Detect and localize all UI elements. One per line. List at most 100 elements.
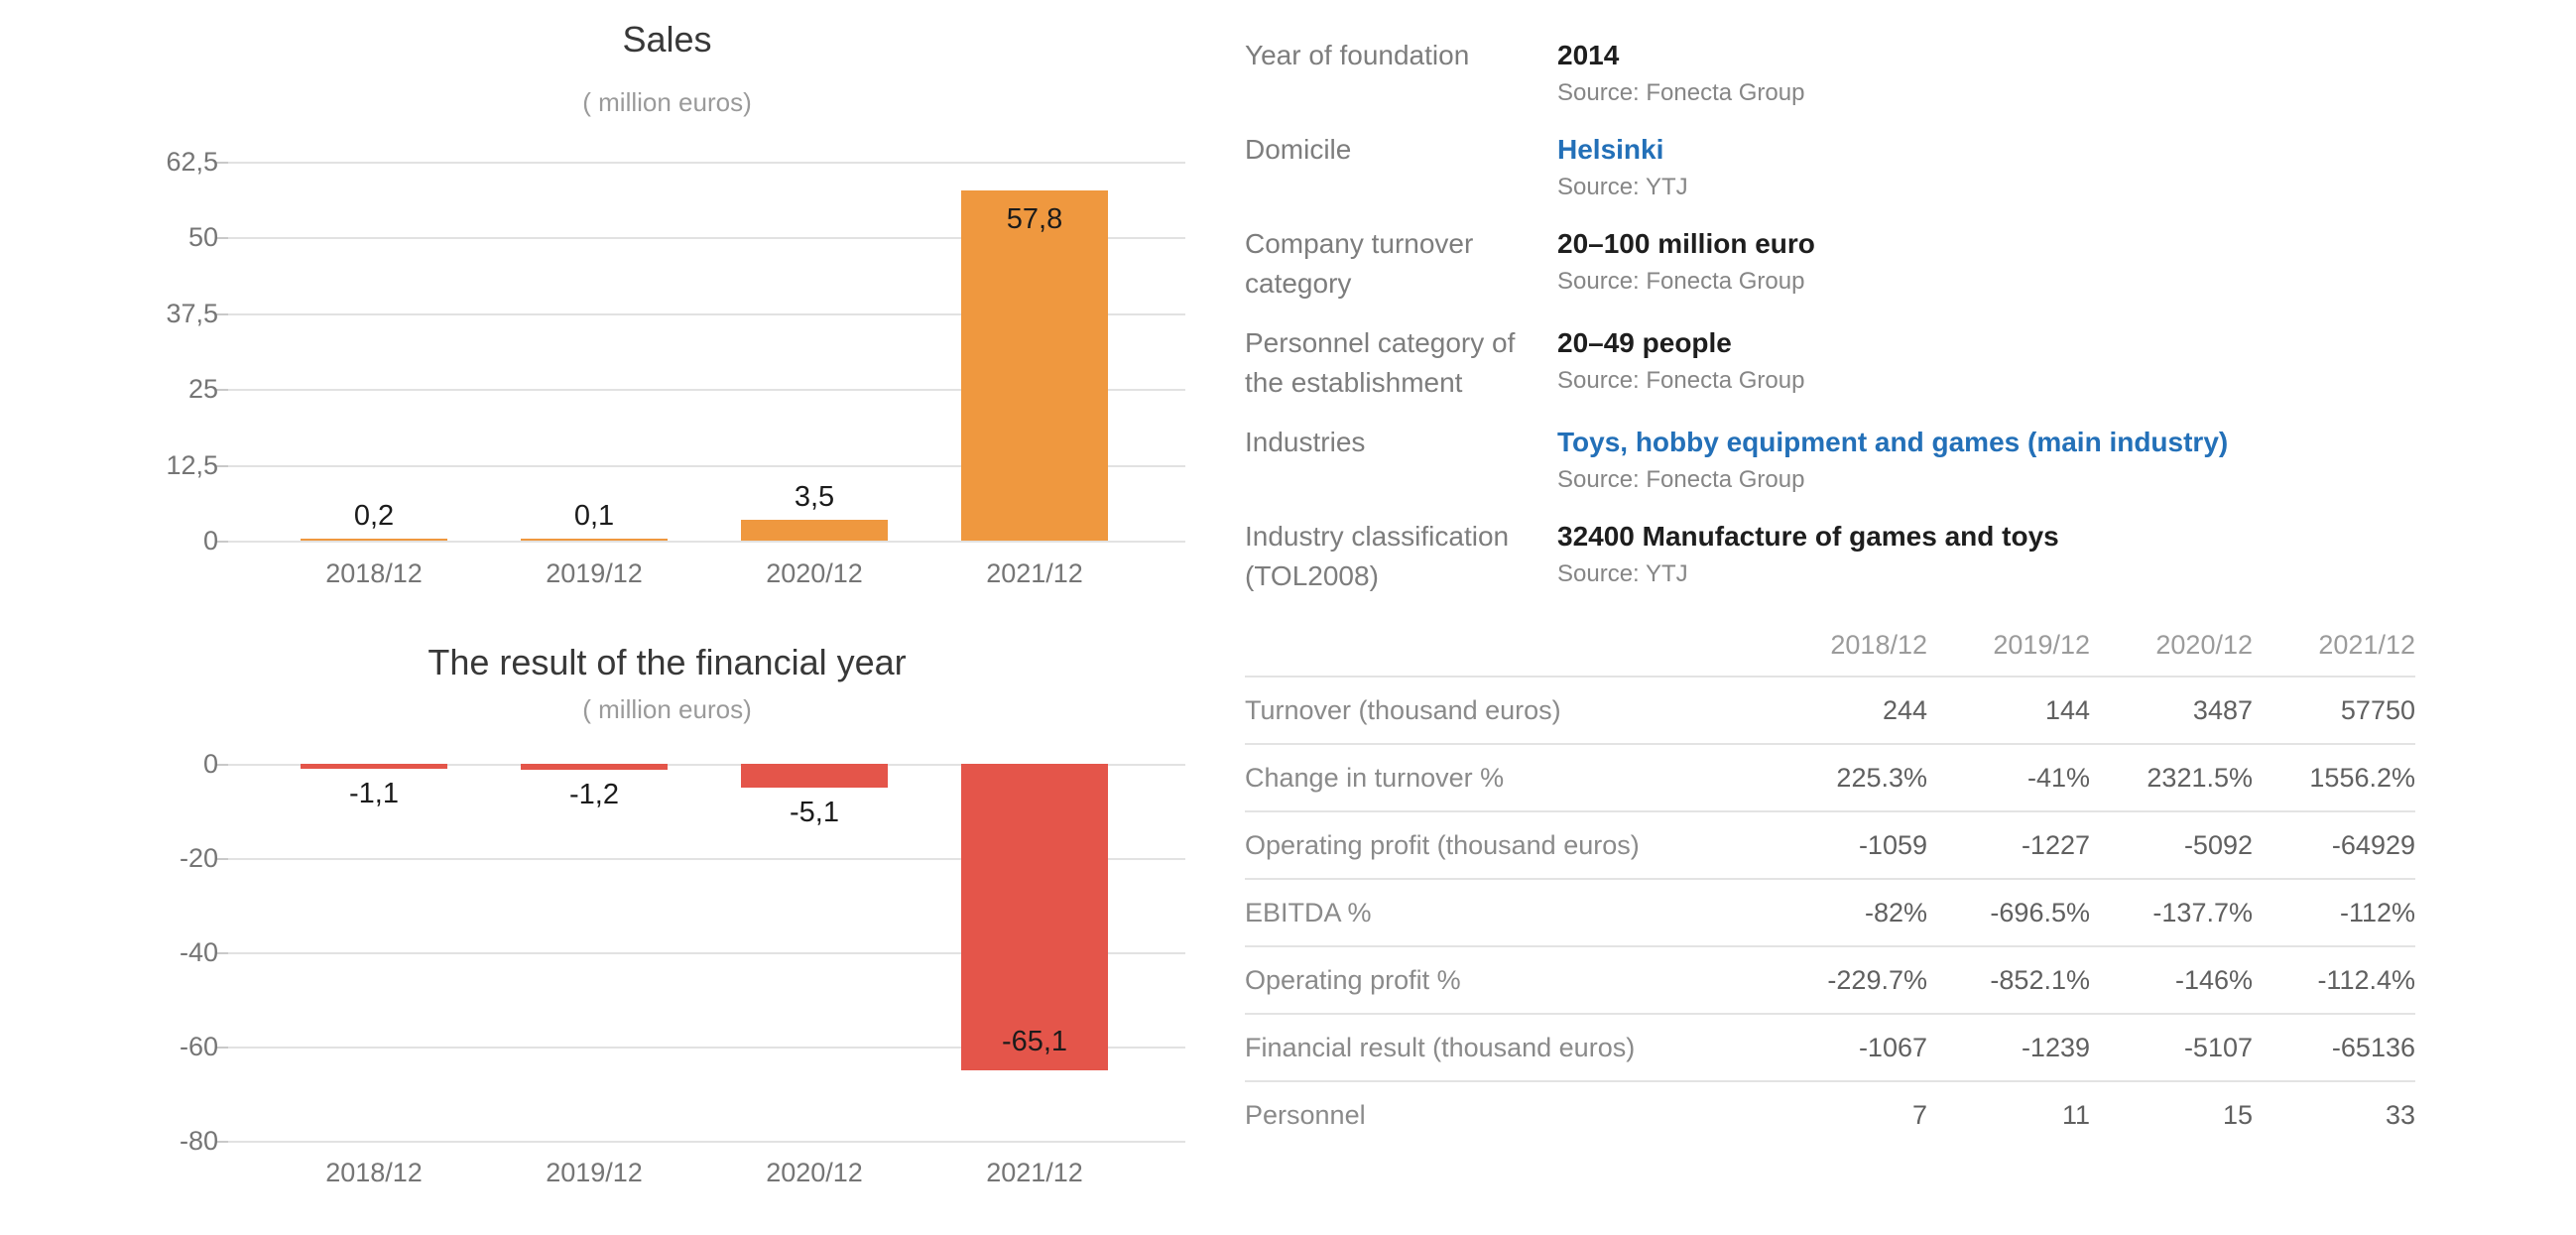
result-chart-title: The result of the financial year: [428, 642, 907, 682]
x-axis-tick-label: 2021/12: [986, 558, 1083, 588]
table-row-change-in-turnover: Change in turnover % 225.3% -41% 2321.5%…: [1245, 743, 2415, 811]
table-row-operating-profit-pct: Operating profit % -229.7% -852.1% -146%…: [1245, 945, 2415, 1014]
y-axis-tick-label: 62,5: [166, 147, 218, 177]
col-header: 2018/12: [1830, 630, 1927, 660]
row-label: Change in turnover %: [1245, 743, 1765, 811]
bar-2019/12: [521, 539, 668, 541]
table-header-row: 2018/12 2019/12 2020/12 2021/12: [1245, 618, 2415, 677]
table-row-ebitda: EBITDA % -82% -696.5% -137.7% -112%: [1245, 878, 2415, 946]
gridline: [228, 162, 1185, 164]
row-label: Financial result (thousand euros): [1245, 1013, 1765, 1081]
industry-link[interactable]: Toys, hobby equipment and games (main in…: [1557, 427, 2229, 457]
cell: -852.1%: [1927, 945, 2090, 1014]
axis-tick: [216, 541, 228, 543]
info-label: Personnel category of the establishment: [1245, 327, 1516, 398]
info-label: Year of foundation: [1245, 40, 1470, 70]
row-label: Turnover (thousand euros): [1245, 676, 1765, 744]
info-source: Source: Fonecta Group: [1557, 466, 1805, 493]
y-axis-tick-label: -40: [179, 937, 218, 967]
cell: -112.4%: [2253, 945, 2415, 1014]
y-axis-tick-label: -80: [179, 1126, 218, 1156]
info-source: Source: YTJ: [1557, 174, 1688, 200]
financial-table: 2018/12 2019/12 2020/12 2021/12 Turnover…: [1245, 618, 2415, 1148]
cell: -65136: [2253, 1013, 2415, 1081]
info-value: 20–49 people: [1557, 327, 1732, 358]
row-label: Personnel: [1245, 1080, 1765, 1148]
info-row-personnel-category: Personnel category of the establishment …: [1245, 323, 2415, 403]
cell: 3487: [2090, 676, 2253, 744]
table-row-financial-result: Financial result (thousand euros) -1067 …: [1245, 1013, 2415, 1081]
axis-tick: [216, 237, 228, 239]
info-row-year-of-foundation: Year of foundation 2014 Source: Fonecta …: [1245, 36, 2415, 110]
y-axis-tick-label: 12,5: [166, 450, 218, 480]
bar-2021/12: [961, 190, 1108, 541]
y-axis-tick-label: -60: [179, 1032, 218, 1061]
info-source: Source: Fonecta Group: [1557, 367, 1805, 394]
cell: 7: [1765, 1080, 1927, 1148]
bar-2018/12: [301, 539, 447, 541]
bar-value-label: 3,5: [794, 481, 835, 513]
cell: -1239: [1927, 1013, 2090, 1081]
gridline: [228, 313, 1185, 315]
y-axis-tick-label: -20: [179, 843, 218, 873]
y-axis-tick-label: 25: [187, 374, 218, 404]
y-axis-tick-label: 0: [202, 749, 218, 779]
bar-value-label: 0,2: [353, 500, 395, 532]
table-row-turnover: Turnover (thousand euros) 244 144 3487 5…: [1245, 676, 2415, 744]
cell: 1556.2%: [2253, 743, 2415, 811]
cell: 225.3%: [1765, 743, 1927, 811]
y-axis-tick-label: 0: [202, 526, 218, 556]
info-row-domicile: Domicile Helsinki Source: YTJ: [1245, 130, 2415, 204]
cell: -112%: [2253, 878, 2415, 946]
row-label: Operating profit %: [1245, 945, 1765, 1014]
gridline: [228, 541, 1185, 543]
cell: -5107: [2090, 1013, 2253, 1081]
row-label: EBITDA %: [1245, 878, 1765, 946]
bar-value-label: -65,1: [1001, 1026, 1068, 1057]
cell: 57750: [2253, 676, 2415, 744]
info-row-turnover-category: Company turnover category 20–100 million…: [1245, 224, 2415, 304]
info-row-industries: Industries Toys, hobby equipment and gam…: [1245, 423, 2415, 497]
cell: -146%: [2090, 945, 2253, 1014]
axis-tick: [216, 858, 228, 860]
table-row-personnel: Personnel 7 11 15 33: [1245, 1080, 2415, 1148]
x-axis-tick-label: 2018/12: [325, 1158, 423, 1187]
cell: -41%: [1927, 743, 2090, 811]
row-label: Operating profit (thousand euros): [1245, 810, 1765, 879]
axis-tick: [216, 952, 228, 954]
x-axis-tick-label: 2020/12: [766, 1158, 863, 1187]
x-axis-tick-label: 2021/12: [986, 1158, 1083, 1187]
cell: -229.7%: [1765, 945, 1927, 1014]
cell: -64929: [2253, 810, 2415, 879]
domicile-link[interactable]: Helsinki: [1557, 134, 1664, 165]
axis-tick: [216, 389, 228, 391]
info-source: Source: Fonecta Group: [1557, 268, 1805, 295]
bar-2020/12: [741, 764, 888, 788]
info-label: Domicile: [1245, 134, 1352, 165]
gridline: [228, 1141, 1185, 1143]
cell: -696.5%: [1927, 878, 2090, 946]
info-value: 32400 Manufacture of games and toys: [1557, 521, 2059, 552]
gridline: [228, 858, 1185, 860]
gridline: [228, 952, 1185, 954]
info-source: Source: Fonecta Group: [1557, 79, 1805, 106]
gridline: [228, 764, 1185, 766]
col-header: 2020/12: [2155, 630, 2253, 660]
axis-tick: [216, 465, 228, 467]
cell: -1227: [1927, 810, 2090, 879]
x-axis-tick-label: 2019/12: [546, 1158, 643, 1187]
bar-2019/12: [521, 764, 668, 770]
info-source: Source: YTJ: [1557, 560, 1688, 587]
cell: -5092: [2090, 810, 2253, 879]
cell: -1067: [1765, 1013, 1927, 1081]
info-label: Industry classification (TOL2008): [1245, 521, 1510, 591]
charts-pane: Sales ( million euros) The result of the…: [0, 0, 1235, 1235]
info-label: Industries: [1245, 427, 1366, 457]
cell: 144: [1927, 676, 2090, 744]
bar-value-label: 57,8: [1006, 203, 1063, 235]
bar-2021/12: [961, 764, 1108, 1070]
bar-2018/12: [301, 764, 447, 769]
bar-value-label: -5,1: [790, 797, 839, 828]
cell: 2321.5%: [2090, 743, 2253, 811]
axis-tick: [216, 162, 228, 164]
